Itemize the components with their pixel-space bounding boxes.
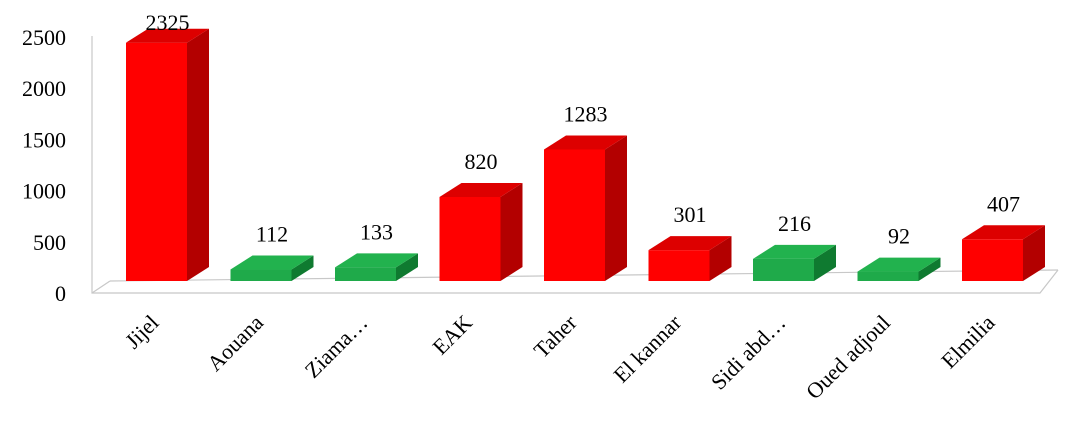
x-tick-label: Taher bbox=[529, 309, 582, 362]
data-label: 92 bbox=[888, 224, 910, 249]
bar bbox=[858, 258, 941, 281]
y-tick-label: 1500 bbox=[22, 127, 66, 152]
bar-side bbox=[605, 135, 627, 281]
x-tick-label: El kannar bbox=[608, 309, 686, 387]
x-tick-label: Aouana bbox=[202, 310, 268, 376]
x-tick-label: Elmilia bbox=[936, 310, 1000, 374]
x-tick-label: Sidi abd… bbox=[706, 310, 791, 395]
y-tick-label: 1000 bbox=[22, 179, 66, 204]
data-label: 112 bbox=[256, 222, 288, 247]
bar-front bbox=[440, 197, 501, 281]
bar bbox=[440, 183, 523, 281]
x-tick-label: Oued adjoul bbox=[801, 310, 895, 404]
y-axis: 0 500 1000 1500 2000 2500 bbox=[22, 25, 66, 306]
x-tick-label: EAK bbox=[427, 310, 477, 360]
y-tick-label: 2000 bbox=[22, 76, 66, 101]
y-tick-label: 0 bbox=[55, 281, 66, 306]
bar-side bbox=[501, 183, 523, 281]
bar-front bbox=[335, 267, 396, 281]
bar-front bbox=[858, 272, 919, 281]
bar-side bbox=[187, 29, 209, 281]
bar bbox=[126, 29, 209, 281]
bar bbox=[962, 225, 1045, 281]
bar-front bbox=[649, 250, 710, 281]
x-tick-label: Ziama… bbox=[300, 310, 373, 383]
y-tick-label: 2500 bbox=[22, 25, 66, 50]
bar-front bbox=[544, 149, 605, 281]
y-tick-label: 500 bbox=[33, 230, 66, 255]
bar bbox=[544, 135, 627, 281]
data-label: 216 bbox=[778, 211, 811, 236]
data-label: 820 bbox=[465, 149, 498, 174]
bar bbox=[231, 256, 314, 281]
x-axis: Jijel Aouana Ziama… EAK Taher El kannar Sidi a… bbox=[120, 309, 1000, 404]
data-label: 407 bbox=[987, 191, 1020, 216]
data-label: 1283 bbox=[564, 101, 608, 126]
data-label: 2325 bbox=[146, 10, 190, 35]
bar bbox=[335, 253, 418, 281]
x-tick-label: Jijel bbox=[120, 310, 164, 354]
bar-front bbox=[231, 270, 292, 281]
bar-front bbox=[753, 259, 814, 281]
bar-front bbox=[126, 43, 187, 281]
data-label: 301 bbox=[674, 202, 707, 227]
data-label: 133 bbox=[360, 219, 393, 244]
bar bbox=[649, 236, 732, 281]
bar bbox=[753, 245, 836, 281]
floor-left-edge bbox=[92, 281, 110, 293]
bar-front bbox=[962, 239, 1023, 281]
